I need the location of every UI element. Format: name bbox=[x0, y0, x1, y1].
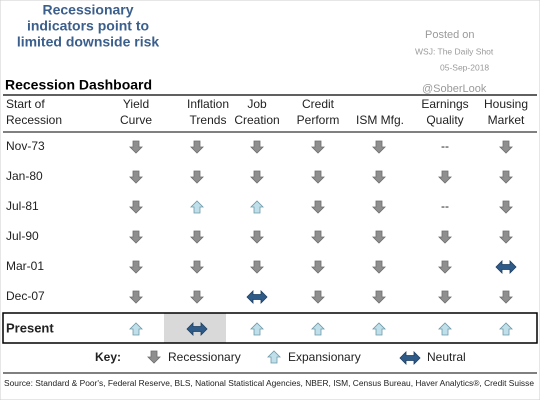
column-header: Start of bbox=[6, 97, 45, 111]
column-header: Creation bbox=[234, 113, 279, 127]
title-line: Recessionary bbox=[42, 2, 133, 18]
row: Present bbox=[6, 320, 513, 335]
column-header: Quality bbox=[426, 113, 463, 127]
title-line: indicators point to bbox=[27, 18, 149, 34]
row: Jul-90 bbox=[6, 229, 513, 244]
key-item: Expansionary bbox=[288, 350, 361, 364]
row: Mar-01 bbox=[6, 259, 517, 274]
cell-text: -- bbox=[441, 199, 449, 213]
column-header: Earnings bbox=[421, 97, 468, 111]
column-header: Trends bbox=[190, 113, 227, 127]
row: Dec-07 bbox=[6, 289, 513, 304]
title-line: limited downside risk bbox=[17, 34, 160, 50]
column-header: Market bbox=[488, 113, 525, 127]
column-header: Housing bbox=[484, 97, 528, 111]
present-box bbox=[2, 312, 538, 344]
row: Jan-80 bbox=[6, 169, 513, 184]
key-title: Key: bbox=[95, 350, 121, 364]
column-header: Curve bbox=[120, 113, 152, 127]
source: Source: Standard & Poor's, Federal Reser… bbox=[4, 379, 535, 388]
row-label: Mar-01 bbox=[6, 259, 44, 273]
posted-source: WSJ: The Daily Shot bbox=[415, 46, 494, 56]
row-label: Nov-73 bbox=[6, 139, 45, 153]
handle: @SoberLook bbox=[422, 83, 487, 95]
row-label: Dec-07 bbox=[6, 289, 45, 303]
row-label: Present bbox=[6, 320, 54, 335]
cell-text: -- bbox=[441, 139, 449, 153]
row-label: Jan-80 bbox=[6, 169, 43, 183]
column-header: Recession bbox=[6, 113, 62, 127]
row: Nov-73 -- bbox=[6, 139, 513, 154]
column-header: ISM Mfg. bbox=[356, 113, 404, 127]
column-header: Perform bbox=[297, 113, 340, 127]
key-item: Recessionary bbox=[168, 350, 241, 364]
table-title: Recession Dashboard bbox=[5, 77, 152, 93]
column-header: Yield bbox=[123, 97, 149, 111]
column-header: Inflation bbox=[187, 97, 229, 111]
column-header: Credit bbox=[302, 97, 335, 111]
column-header: Job bbox=[247, 97, 267, 111]
posted-on: Posted on bbox=[425, 29, 475, 41]
row: Jul-81 -- bbox=[6, 199, 513, 214]
row-label: Jul-90 bbox=[6, 229, 39, 243]
row-label: Jul-81 bbox=[6, 199, 39, 213]
posted-date: 05-Sep-2018 bbox=[440, 62, 489, 72]
key-item: Neutral bbox=[427, 350, 466, 364]
